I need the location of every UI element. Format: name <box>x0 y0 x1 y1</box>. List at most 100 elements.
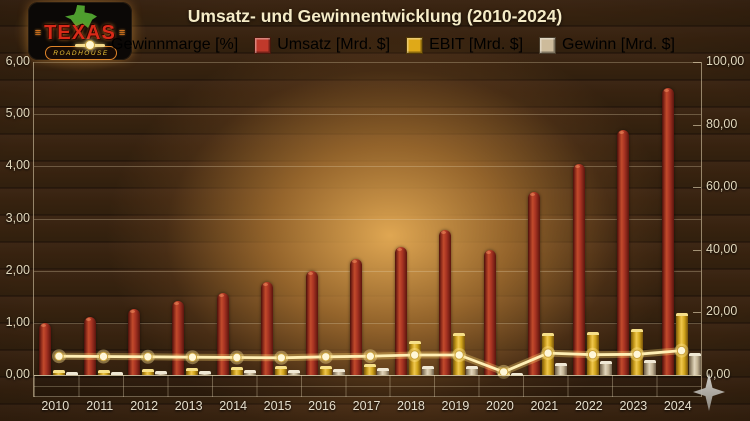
bar-umsatz-2017 <box>350 259 363 375</box>
gridline <box>34 62 701 63</box>
neon-dash-icon: ≡ <box>34 26 42 39</box>
x-label-2010: 2010 <box>41 399 70 413</box>
left-axis-label: 1,00 <box>5 314 30 329</box>
gewinnmarge-point-2010 <box>54 351 64 361</box>
gewinnmarge-point-2013 <box>187 352 198 362</box>
bar-umsatz-2012 <box>127 309 140 375</box>
legend-label-umsatz: Umsatz [Mrd. $] <box>277 36 391 53</box>
legend-box-icon-ebit <box>406 36 424 54</box>
x-label-2014: 2014 <box>219 399 248 413</box>
bar-umsatz-2013 <box>172 301 185 375</box>
bar-gewinn-2011 <box>110 372 123 375</box>
left-axis-label: 6,00 <box>5 54 30 68</box>
gewinnmarge-point-2015 <box>276 353 287 363</box>
legend-item-umsatz: Umsatz [Mrd. $] <box>254 36 390 54</box>
gridline <box>34 114 701 116</box>
x-label-2022: 2022 <box>574 399 603 413</box>
chart-legend: Gewinnmarge [%] Umsatz [Mrd. $] EBIT [Mrd.… <box>0 36 750 54</box>
logo-brand-text: TEXAS <box>44 22 116 44</box>
plot-area <box>34 62 701 379</box>
bar-umsatz-2015 <box>261 282 274 375</box>
x-label-2015: 2015 <box>263 399 292 413</box>
bar-ebit-2022 <box>586 332 599 375</box>
bar-umsatz-2024 <box>661 88 674 375</box>
bar-gewinn-2021 <box>555 363 568 375</box>
x-label-2013: 2013 <box>174 399 203 413</box>
legend-line-marker-icon <box>75 40 106 50</box>
right-axis-label: 60,00 <box>706 179 738 194</box>
bar-ebit-2013 <box>186 368 199 375</box>
neon-dash-icon: ≡ <box>118 26 126 39</box>
legend-label-ebit: EBIT [Mrd. $] <box>429 36 524 53</box>
bar-umsatz-2010 <box>39 323 51 375</box>
bar-umsatz-2020 <box>483 250 496 375</box>
bar-umsatz-2014 <box>216 293 229 375</box>
right-axis-tick <box>693 124 701 126</box>
gridline <box>34 322 701 324</box>
x-label-2016: 2016 <box>308 399 336 413</box>
bar-gewinn-2022 <box>599 361 612 375</box>
legend-label-gewinnmarge: Gewinnmarge [%] <box>111 36 239 53</box>
x-label-2020: 2020 <box>486 399 514 413</box>
legend-box-icon-gewinn <box>539 36 557 54</box>
legend-dot-icon <box>85 40 96 50</box>
logo-brand-row: ≡ TEXAS ≡ <box>28 23 132 43</box>
right-axis-label: 80,00 <box>706 116 738 131</box>
bar-ebit-2023 <box>631 329 644 375</box>
bar-umsatz-2021 <box>528 192 541 375</box>
legend-item-gewinnmarge: Gewinnmarge [%] <box>75 36 238 54</box>
right-axis-tick <box>693 312 701 314</box>
x-label-2012: 2012 <box>130 399 159 413</box>
bar-ebit-2015 <box>275 366 288 375</box>
x-axis-band <box>34 375 701 397</box>
gridline <box>34 218 701 220</box>
gridline <box>34 166 701 168</box>
bar-umsatz-2022 <box>572 164 585 375</box>
right-axis-label: 0,00 <box>706 367 731 381</box>
bar-gewinn-2019 <box>466 366 479 375</box>
left-axis-label: 0,00 <box>5 367 30 381</box>
right-axis-label: 100,00 <box>706 54 745 68</box>
right-axis-tick <box>693 62 701 63</box>
bar-umsatz-2018 <box>394 247 407 375</box>
bar-ebit-2016 <box>319 366 332 375</box>
bar-gewinn-2017 <box>377 368 390 375</box>
left-axis-label: 4,00 <box>5 158 30 173</box>
x-label-2011: 2011 <box>86 399 114 413</box>
gewinnmarge-point-2014 <box>232 352 242 363</box>
bar-gewinn-2018 <box>421 366 434 375</box>
bar-umsatz-2023 <box>617 130 630 375</box>
bar-gewinn-2023 <box>644 360 657 375</box>
bar-ebit-2024 <box>675 313 688 375</box>
bar-gewinn-2010 <box>66 372 78 375</box>
bar-gewinn-2024 <box>688 353 701 375</box>
left-axis-label: 2,00 <box>5 262 30 277</box>
bar-ebit-2019 <box>453 333 466 375</box>
x-label-2017: 2017 <box>352 399 381 413</box>
logo-banner: ROADHOUSE <box>45 46 117 60</box>
legend-item-ebit: EBIT [Mrd. $] <box>406 36 523 54</box>
legend-label-gewinn: Gewinn [Mrd. $] <box>562 36 675 53</box>
plot-frame <box>33 62 702 397</box>
gewinnmarge-point-2017 <box>365 351 375 361</box>
left-axis-label: 3,00 <box>5 210 30 225</box>
gewinnmarge-point-2012 <box>143 352 153 362</box>
legend-item-gewinn: Gewinn [Mrd. $] <box>539 36 675 54</box>
gewinnmarge-point-2016 <box>321 352 331 362</box>
bar-umsatz-2019 <box>439 230 452 375</box>
bar-gewinn-2020 <box>510 373 523 376</box>
left-axis-label: 5,00 <box>5 106 30 121</box>
logo-sub-text: ROADHOUSE <box>53 49 109 57</box>
chart-title: Umsatz- und Gewinnentwicklung (2010-2024… <box>187 6 563 26</box>
right-axis-tick <box>693 187 701 189</box>
gewinnmarge-point-2011 <box>98 351 109 362</box>
legend-box-icon-umsatz <box>254 36 272 54</box>
bar-ebit-2021 <box>542 333 555 375</box>
bar-umsatz-2011 <box>83 317 96 375</box>
gridline <box>34 270 701 272</box>
right-axis-label: 20,00 <box>706 304 738 319</box>
bar-ebit-2018 <box>408 341 421 375</box>
right-axis-label: 40,00 <box>706 241 738 256</box>
x-label-2021: 2021 <box>530 399 559 413</box>
